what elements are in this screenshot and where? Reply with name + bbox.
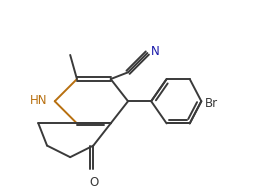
Text: HN: HN — [30, 94, 47, 107]
Text: N: N — [151, 45, 160, 58]
Text: O: O — [90, 176, 99, 189]
Text: Br: Br — [205, 97, 218, 110]
